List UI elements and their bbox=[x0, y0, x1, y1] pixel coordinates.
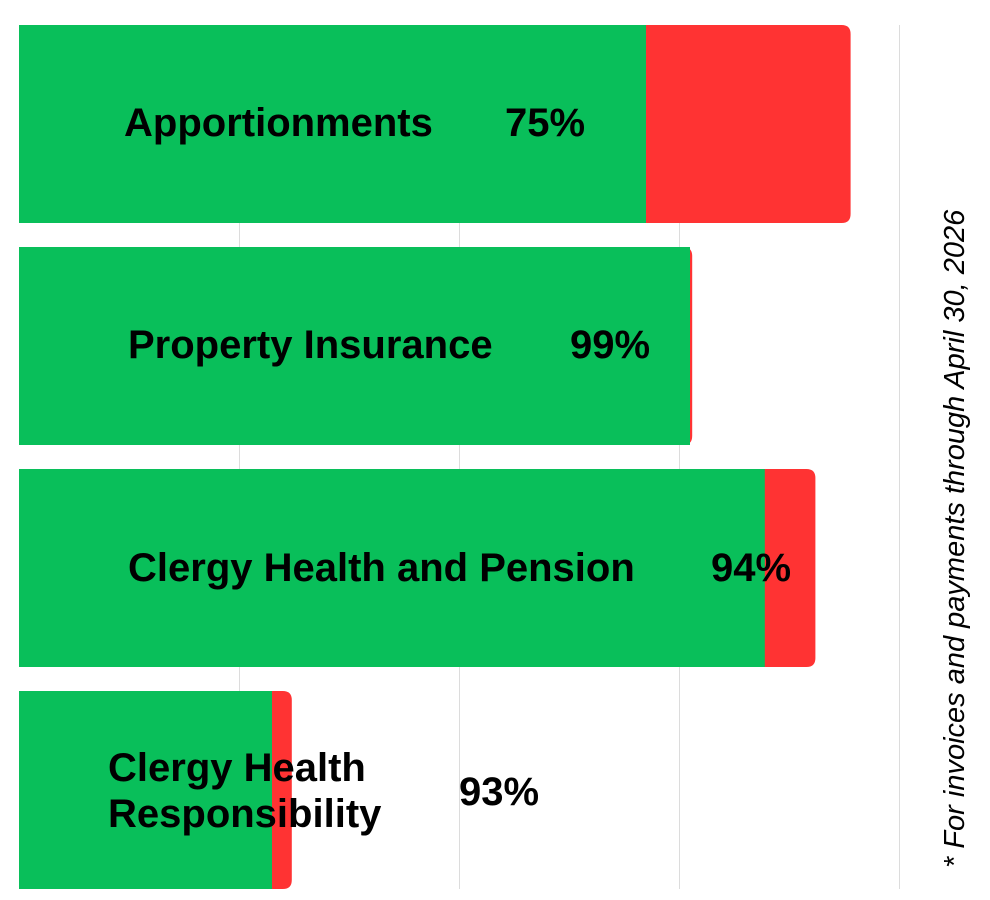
bar-labels: Apportionments 75% Property Insurance 99… bbox=[108, 101, 791, 836]
percent-label-clergy-health-and-pension: 94% bbox=[711, 546, 791, 590]
bar-segment-paid-property-insurance bbox=[19, 247, 690, 445]
percent-label-clergy-health-responsibility: 93% bbox=[459, 770, 539, 814]
bar-segment-paid-apportionments bbox=[19, 25, 646, 223]
percent-label-apportionments: 75% bbox=[505, 101, 585, 145]
bar-segment-paid-clergy-health-responsibility bbox=[19, 691, 272, 889]
category-label-apportionments: Apportionments bbox=[124, 101, 433, 145]
percent-label-property-insurance: 99% bbox=[570, 323, 650, 367]
bar-segment-paid-clergy-health-and-pension bbox=[19, 469, 765, 667]
category-label-clergy-health-and-pension: Clergy Health and Pension bbox=[128, 546, 635, 590]
category-label-property-insurance: Property Insurance bbox=[128, 323, 493, 367]
bars bbox=[19, 25, 851, 889]
chart-footnote: * For invoices and payments through Apri… bbox=[939, 209, 971, 868]
category-label-clergy-health-responsibility: Clergy Health Responsibility bbox=[108, 746, 382, 836]
